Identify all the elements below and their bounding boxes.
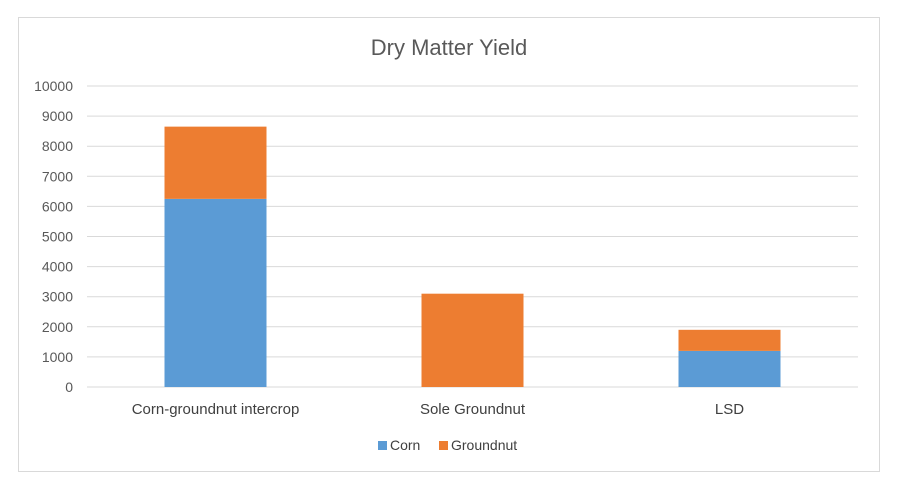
bar-corn-0 (164, 198, 267, 387)
y-tick-label: 0 (65, 379, 73, 395)
chart-title: Dry Matter Yield (371, 35, 528, 60)
y-axis-ticks: 0 1000 2000 3000 4000 5000 6000 7000 8000 9000 100… (34, 78, 73, 395)
bar-corn-2 (678, 350, 781, 387)
x-axis-labels: Corn-groundnut intercrop Sole Groundnut LS… (132, 401, 745, 418)
bar-groundnut-1 (421, 293, 524, 387)
legend-swatch-groundnut (439, 441, 448, 450)
legend-swatch-corn (378, 441, 387, 450)
legend: Corn Groundnut (378, 437, 517, 453)
bar-groundnut-0 (164, 126, 267, 199)
bars (164, 126, 781, 387)
x-category-label: Corn-groundnut intercrop (132, 401, 300, 418)
y-tick-label: 8000 (42, 138, 73, 154)
y-tick-label: 5000 (42, 229, 73, 245)
y-tick-label: 3000 (42, 289, 73, 305)
x-category-label: LSD (715, 401, 744, 418)
legend-label-corn: Corn (390, 437, 420, 453)
chart-frame (18, 17, 880, 472)
legend-label-groundnut: Groundnut (451, 437, 517, 453)
y-tick-label: 9000 (42, 108, 73, 124)
y-tick-label: 7000 (42, 168, 73, 184)
y-tick-label: 2000 (42, 319, 73, 335)
y-tick-label: 4000 (42, 259, 73, 275)
y-tick-label: 10000 (34, 78, 73, 94)
y-tick-label: 1000 (42, 349, 73, 365)
y-tick-label: 6000 (42, 198, 73, 214)
x-category-label: Sole Groundnut (420, 401, 526, 418)
bar-groundnut-2 (678, 329, 781, 351)
